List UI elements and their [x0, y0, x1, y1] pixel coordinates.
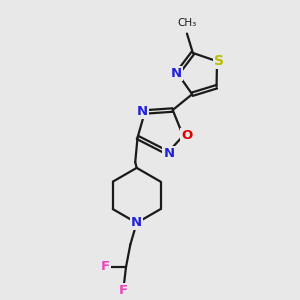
- Text: N: N: [137, 105, 148, 118]
- Text: O: O: [181, 129, 192, 142]
- Text: F: F: [100, 260, 110, 273]
- Text: N: N: [131, 216, 142, 230]
- Text: S: S: [214, 54, 224, 68]
- Text: CH₃: CH₃: [177, 18, 196, 28]
- Text: N: N: [170, 67, 182, 80]
- Text: F: F: [119, 284, 128, 297]
- Text: N: N: [164, 147, 175, 160]
